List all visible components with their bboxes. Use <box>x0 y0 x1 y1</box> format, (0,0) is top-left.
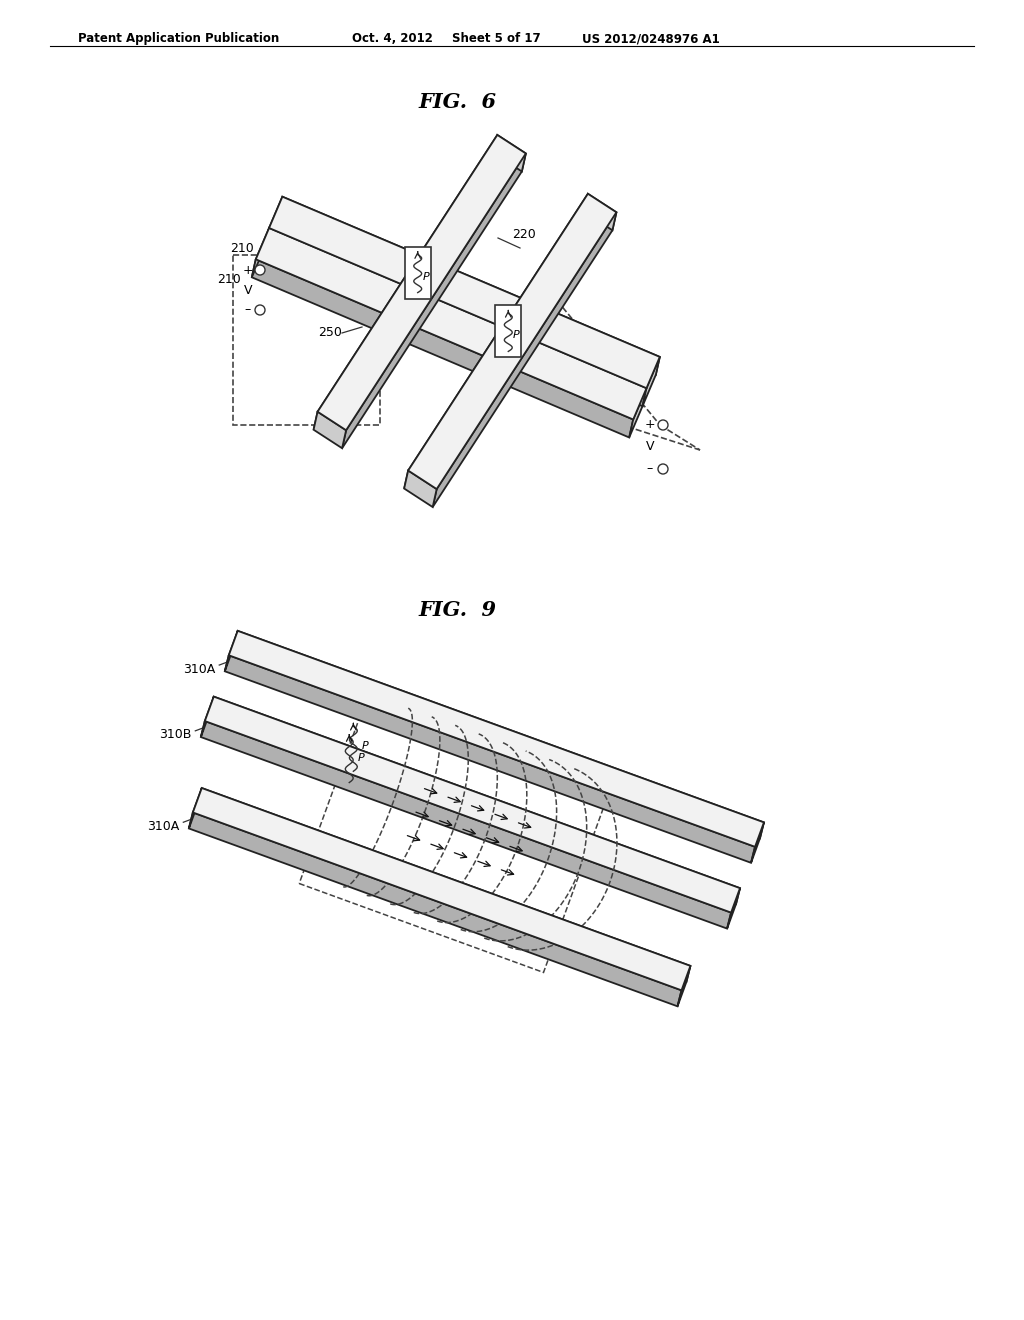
Text: FIG.  9: FIG. 9 <box>418 601 496 620</box>
Polygon shape <box>210 697 740 904</box>
Polygon shape <box>317 135 526 430</box>
Text: –: – <box>245 304 251 317</box>
Polygon shape <box>256 228 646 420</box>
Text: +: + <box>645 418 655 432</box>
Polygon shape <box>404 247 431 298</box>
Polygon shape <box>342 153 526 449</box>
Text: 310A: 310A <box>183 663 215 676</box>
Text: +: + <box>243 264 253 276</box>
Polygon shape <box>678 966 690 1006</box>
Polygon shape <box>404 194 588 488</box>
Polygon shape <box>201 697 214 737</box>
Text: P: P <box>513 330 519 341</box>
Text: P: P <box>357 752 364 763</box>
Polygon shape <box>193 788 690 990</box>
Text: 220: 220 <box>512 227 536 240</box>
Polygon shape <box>279 197 659 375</box>
Text: 310B: 310B <box>159 729 191 742</box>
Polygon shape <box>629 388 646 437</box>
Polygon shape <box>265 228 646 407</box>
Polygon shape <box>269 197 659 388</box>
Circle shape <box>255 265 265 275</box>
Polygon shape <box>252 259 633 437</box>
Polygon shape <box>404 470 436 507</box>
Polygon shape <box>188 788 202 829</box>
Polygon shape <box>228 631 764 847</box>
Circle shape <box>658 420 668 430</box>
Polygon shape <box>233 631 764 838</box>
Text: 310A: 310A <box>147 820 179 833</box>
Polygon shape <box>313 135 498 430</box>
Text: P: P <box>361 742 368 751</box>
Polygon shape <box>265 197 283 246</box>
Text: 250: 250 <box>318 326 342 339</box>
Text: 210: 210 <box>217 273 241 286</box>
Polygon shape <box>496 305 521 358</box>
Polygon shape <box>433 213 616 507</box>
Polygon shape <box>727 888 740 928</box>
Polygon shape <box>494 135 526 172</box>
Circle shape <box>658 465 668 474</box>
Polygon shape <box>642 356 659 407</box>
Circle shape <box>255 305 265 315</box>
Text: Oct. 4, 2012: Oct. 4, 2012 <box>352 32 433 45</box>
Polygon shape <box>313 412 346 449</box>
Text: FIG.  6: FIG. 6 <box>418 92 496 112</box>
Text: V: V <box>244 284 252 297</box>
Polygon shape <box>252 228 269 277</box>
Text: Patent Application Publication: Patent Application Publication <box>78 32 280 45</box>
Text: 210: 210 <box>230 242 254 255</box>
Polygon shape <box>584 194 616 230</box>
Polygon shape <box>265 228 646 407</box>
Polygon shape <box>225 655 755 863</box>
Text: V: V <box>646 441 654 454</box>
Text: US 2012/0248976 A1: US 2012/0248976 A1 <box>582 32 720 45</box>
Polygon shape <box>198 788 690 982</box>
Text: 220: 220 <box>268 246 292 259</box>
Text: Sheet 5 of 17: Sheet 5 of 17 <box>452 32 541 45</box>
Text: –: – <box>647 462 653 475</box>
Polygon shape <box>188 813 682 1006</box>
Polygon shape <box>409 194 616 488</box>
Polygon shape <box>205 697 740 912</box>
Polygon shape <box>751 822 764 863</box>
Polygon shape <box>201 721 731 928</box>
Text: P: P <box>422 272 429 281</box>
Polygon shape <box>225 631 238 672</box>
